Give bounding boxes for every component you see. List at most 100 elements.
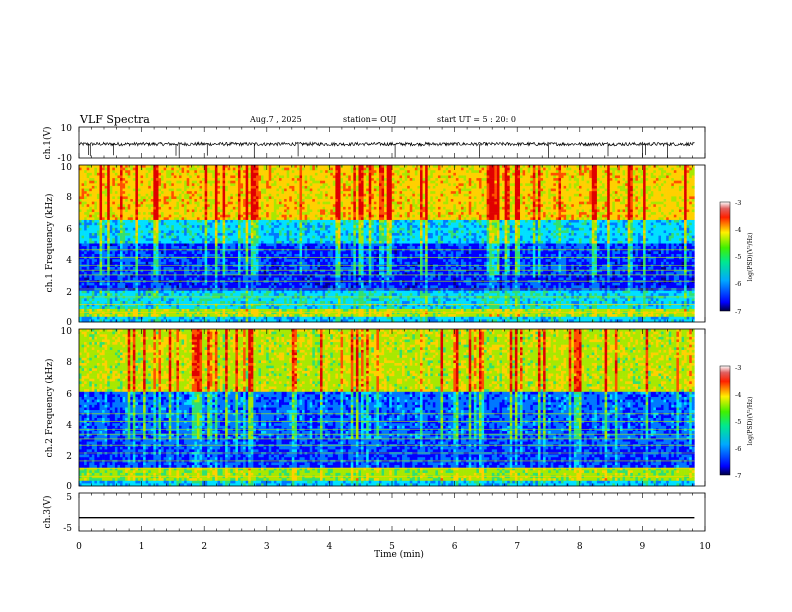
spectrogram-cell xyxy=(81,180,85,184)
spectrogram-cell xyxy=(281,238,285,242)
spectrogram-cell xyxy=(217,246,221,250)
spectrogram-cell xyxy=(125,306,129,310)
spectrogram-cell xyxy=(130,191,134,195)
spectrogram-cell xyxy=(263,230,267,234)
spectrogram-cell xyxy=(163,180,167,184)
spectrogram-cell xyxy=(245,277,249,281)
spectrogram-cell xyxy=(168,264,172,268)
spectrogram-cell xyxy=(153,230,157,234)
spectrogram-cell xyxy=(207,193,211,197)
spectrogram-cell xyxy=(143,206,146,210)
spectrogram-cell xyxy=(196,311,200,315)
spectrogram-cell xyxy=(104,193,108,197)
spectrogram-cell xyxy=(91,188,95,192)
spectrogram-cell xyxy=(114,308,118,312)
spectrogram-cell xyxy=(202,280,205,284)
spectrogram-cell xyxy=(171,298,175,302)
spectrogram-cell xyxy=(235,167,239,171)
spectrogram-cell xyxy=(286,201,290,205)
spectrogram-cell xyxy=(89,290,93,294)
spectrogram-cell xyxy=(84,277,87,281)
spectrogram-cell xyxy=(127,185,131,189)
spectrogram-cell xyxy=(268,246,272,250)
spectrogram-cell xyxy=(166,274,170,278)
spectrogram-cell xyxy=(261,277,264,281)
spectrogram-cell xyxy=(271,256,275,260)
spectrogram-cell xyxy=(258,246,262,250)
spectrogram-cell xyxy=(222,243,226,247)
spectrogram-cell xyxy=(243,201,246,205)
spectrogram-cell xyxy=(284,180,287,184)
spectrogram-cell xyxy=(202,251,205,255)
spectrogram-cell xyxy=(225,175,229,179)
spectrogram-cell xyxy=(125,172,129,176)
spectrogram-cell xyxy=(266,272,270,276)
spectrogram-cell xyxy=(107,285,111,289)
spectrogram-cell xyxy=(145,290,149,294)
spectrogram-cell xyxy=(286,253,290,257)
spectrogram-cell xyxy=(91,230,95,234)
spectrogram-cell xyxy=(266,287,270,291)
spectrogram-cell xyxy=(286,272,290,276)
spectrogram-cell xyxy=(184,264,187,268)
spectrogram-cell xyxy=(127,274,131,278)
spectrogram-cell xyxy=(261,225,264,229)
spectrogram-cell xyxy=(91,290,95,294)
spectrogram-cell xyxy=(227,175,231,179)
spectrogram-cell xyxy=(120,196,123,200)
spectrogram-cell xyxy=(258,269,262,273)
spectrogram-cell xyxy=(255,167,259,171)
spectrogram-cell xyxy=(168,267,172,270)
spectrogram-cell xyxy=(102,308,105,312)
spectrogram-cell xyxy=(148,201,152,205)
spectrogram-cell xyxy=(186,167,190,171)
spectrogram-cell xyxy=(166,185,170,189)
spectrogram-cell xyxy=(117,178,121,181)
spectrogram-cell xyxy=(140,209,144,213)
spectrogram-cell xyxy=(271,193,275,197)
spectrogram-cell xyxy=(102,256,105,260)
spectrogram-cell xyxy=(181,172,185,176)
spectrogram-cell xyxy=(171,185,175,189)
spectrogram-cell xyxy=(227,201,231,205)
spectrogram-cell xyxy=(89,183,93,187)
spectrogram-cell xyxy=(166,183,170,187)
spectrogram-cell xyxy=(237,267,241,270)
spectrogram-cell xyxy=(150,199,154,202)
spectrogram-cell xyxy=(189,191,193,195)
spectrogram-cell xyxy=(79,287,82,291)
spectrogram-cell xyxy=(107,298,111,302)
spectrogram-cell xyxy=(225,209,229,213)
spectrogram-cell xyxy=(253,214,257,218)
spectrogram-cell xyxy=(220,301,223,304)
spectrogram-cell xyxy=(171,308,175,312)
spectrogram-cell xyxy=(245,246,249,250)
spectrogram-cell xyxy=(91,165,95,168)
spectrogram-cell xyxy=(202,191,205,195)
spectrogram-cell xyxy=(245,199,249,202)
spectrogram-cell xyxy=(237,199,241,202)
spectrogram-cell xyxy=(286,199,290,202)
spectrogram-cell xyxy=(250,264,254,268)
spectrogram-cell xyxy=(261,196,264,200)
spectrogram-cell xyxy=(212,238,216,242)
spectrogram-cell xyxy=(199,165,203,168)
spectrogram-cell xyxy=(91,295,95,299)
spectrogram-cell xyxy=(217,175,221,179)
spectrogram-cell xyxy=(258,253,262,257)
spectrogram-cell xyxy=(81,256,85,260)
spectrogram-cell xyxy=(140,201,144,205)
spectrogram-cell xyxy=(248,199,252,202)
spectrogram-cell xyxy=(117,170,121,174)
spectrogram-cell xyxy=(214,185,218,189)
spectrogram-cell xyxy=(137,175,141,179)
spectrogram-cell xyxy=(196,167,200,171)
spectrogram-cell xyxy=(220,277,223,281)
spectrogram-cell xyxy=(199,316,203,320)
spectrogram-cell xyxy=(289,219,293,223)
spectrogram-cell xyxy=(99,199,103,202)
spectrogram-cell xyxy=(248,206,252,210)
spectrogram-cell xyxy=(140,240,144,244)
spectrogram-cell xyxy=(214,233,218,236)
spectrogram-cell xyxy=(117,212,121,216)
